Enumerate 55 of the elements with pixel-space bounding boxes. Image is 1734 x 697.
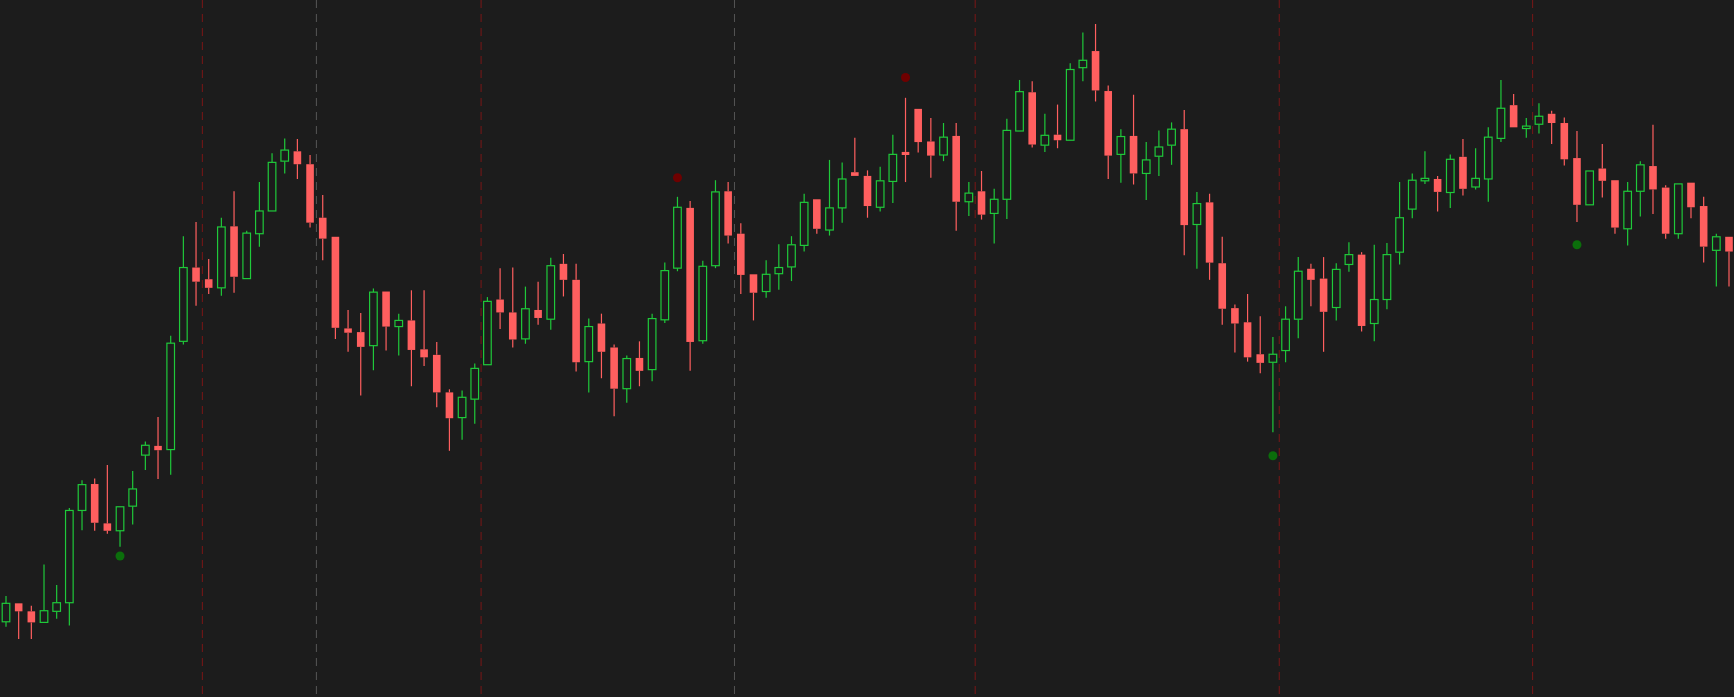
candlestick: [267, 152, 277, 212]
candlestick: [1649, 124, 1657, 215]
candlestick: [420, 289, 428, 367]
candlestick: [901, 97, 910, 183]
point: [115, 551, 125, 561]
candlestick: [1382, 242, 1392, 310]
candlestick: [407, 289, 416, 387]
candlestick: [77, 479, 87, 531]
candlestick: [457, 389, 467, 441]
candlestick: [1585, 170, 1595, 206]
candlestick: [572, 263, 580, 373]
candlestick: [1040, 113, 1050, 153]
candlestick: [1687, 182, 1695, 219]
candlestick: [496, 267, 504, 330]
candlestick: [1534, 102, 1544, 135]
candlestick: [1180, 109, 1189, 256]
candlestick: [686, 200, 694, 372]
candlestick: [382, 291, 390, 352]
candlestick: [1154, 129, 1164, 177]
candlestick: [1459, 138, 1467, 197]
candlestick: [306, 154, 314, 229]
candlestick: [534, 281, 542, 326]
candlestick: [1078, 32, 1088, 82]
point: [1572, 240, 1582, 250]
candlestick: [154, 416, 162, 480]
candlestick: [1002, 118, 1012, 220]
candlestick: [344, 309, 352, 353]
candlestick: [610, 343, 618, 417]
candlestick: [724, 181, 732, 245]
candlestick: [230, 190, 238, 294]
candlestick: [1307, 263, 1315, 307]
candlestick: [1573, 130, 1581, 223]
candlestick: [356, 312, 365, 397]
candlestick: [1268, 336, 1278, 433]
candlestick: [1344, 241, 1354, 273]
point: [901, 73, 911, 83]
candlestick: [1116, 128, 1126, 184]
candlestick: [1725, 236, 1733, 288]
candlestick: [192, 221, 200, 307]
candlestick: [647, 313, 657, 382]
candlestick: [1231, 303, 1239, 354]
point: [672, 173, 682, 183]
candlestick: [318, 194, 327, 261]
point: [1268, 451, 1278, 461]
candlestick: [1319, 256, 1328, 353]
candlestick: [1192, 191, 1202, 270]
candlestick: [761, 259, 771, 299]
candlestick: [1611, 180, 1619, 235]
candlestick: [927, 117, 935, 179]
candlestick: [1243, 293, 1252, 363]
candlestick: [964, 181, 974, 217]
candlestick: [1496, 79, 1506, 143]
candlestick: [888, 134, 898, 204]
candlestick: [1129, 94, 1138, 186]
candlestick: [749, 274, 758, 322]
